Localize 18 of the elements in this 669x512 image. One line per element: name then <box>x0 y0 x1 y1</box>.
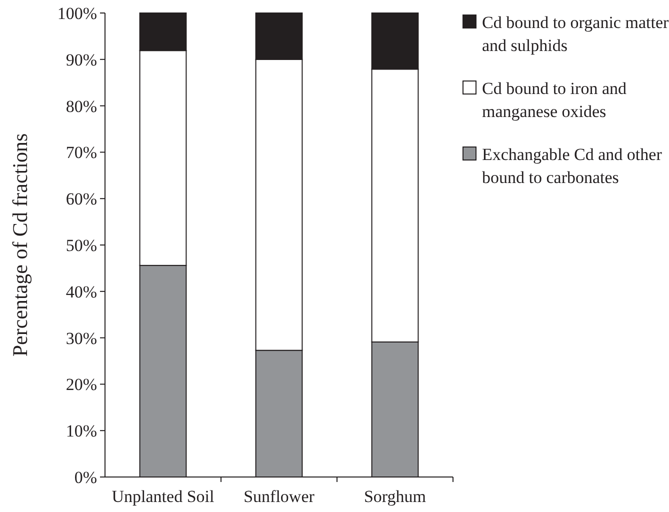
legend-label: Cd bound to iron and manganese oxides <box>482 78 627 121</box>
y-tick-label: 50% <box>66 236 97 255</box>
x-tick-label: Sorghum <box>364 487 426 506</box>
y-tick-label: 100% <box>57 4 97 23</box>
y-tick-label: 10% <box>66 422 97 441</box>
y-tick-label: 30% <box>66 328 97 348</box>
y-tick-label: 20% <box>66 375 97 394</box>
y-tick-label: 60% <box>66 190 97 209</box>
x-tick-label: Sunflower <box>244 487 315 506</box>
y-axis-title: Percentage of Cd fractions <box>8 133 32 357</box>
legend-label: Cd bound to organic matter and sulphids <box>482 12 669 55</box>
y-tick-label: 80% <box>66 96 97 116</box>
legend-label: Exchangable Cd and other bound to carbonates <box>482 144 662 187</box>
y-tick-label: 70% <box>66 143 97 162</box>
x-tick-label: Unplanted Soil <box>112 487 215 506</box>
y-tick-label: 0% <box>74 468 97 487</box>
y-tick-label: 40% <box>66 282 97 302</box>
y-tick-label: 90% <box>66 50 97 70</box>
